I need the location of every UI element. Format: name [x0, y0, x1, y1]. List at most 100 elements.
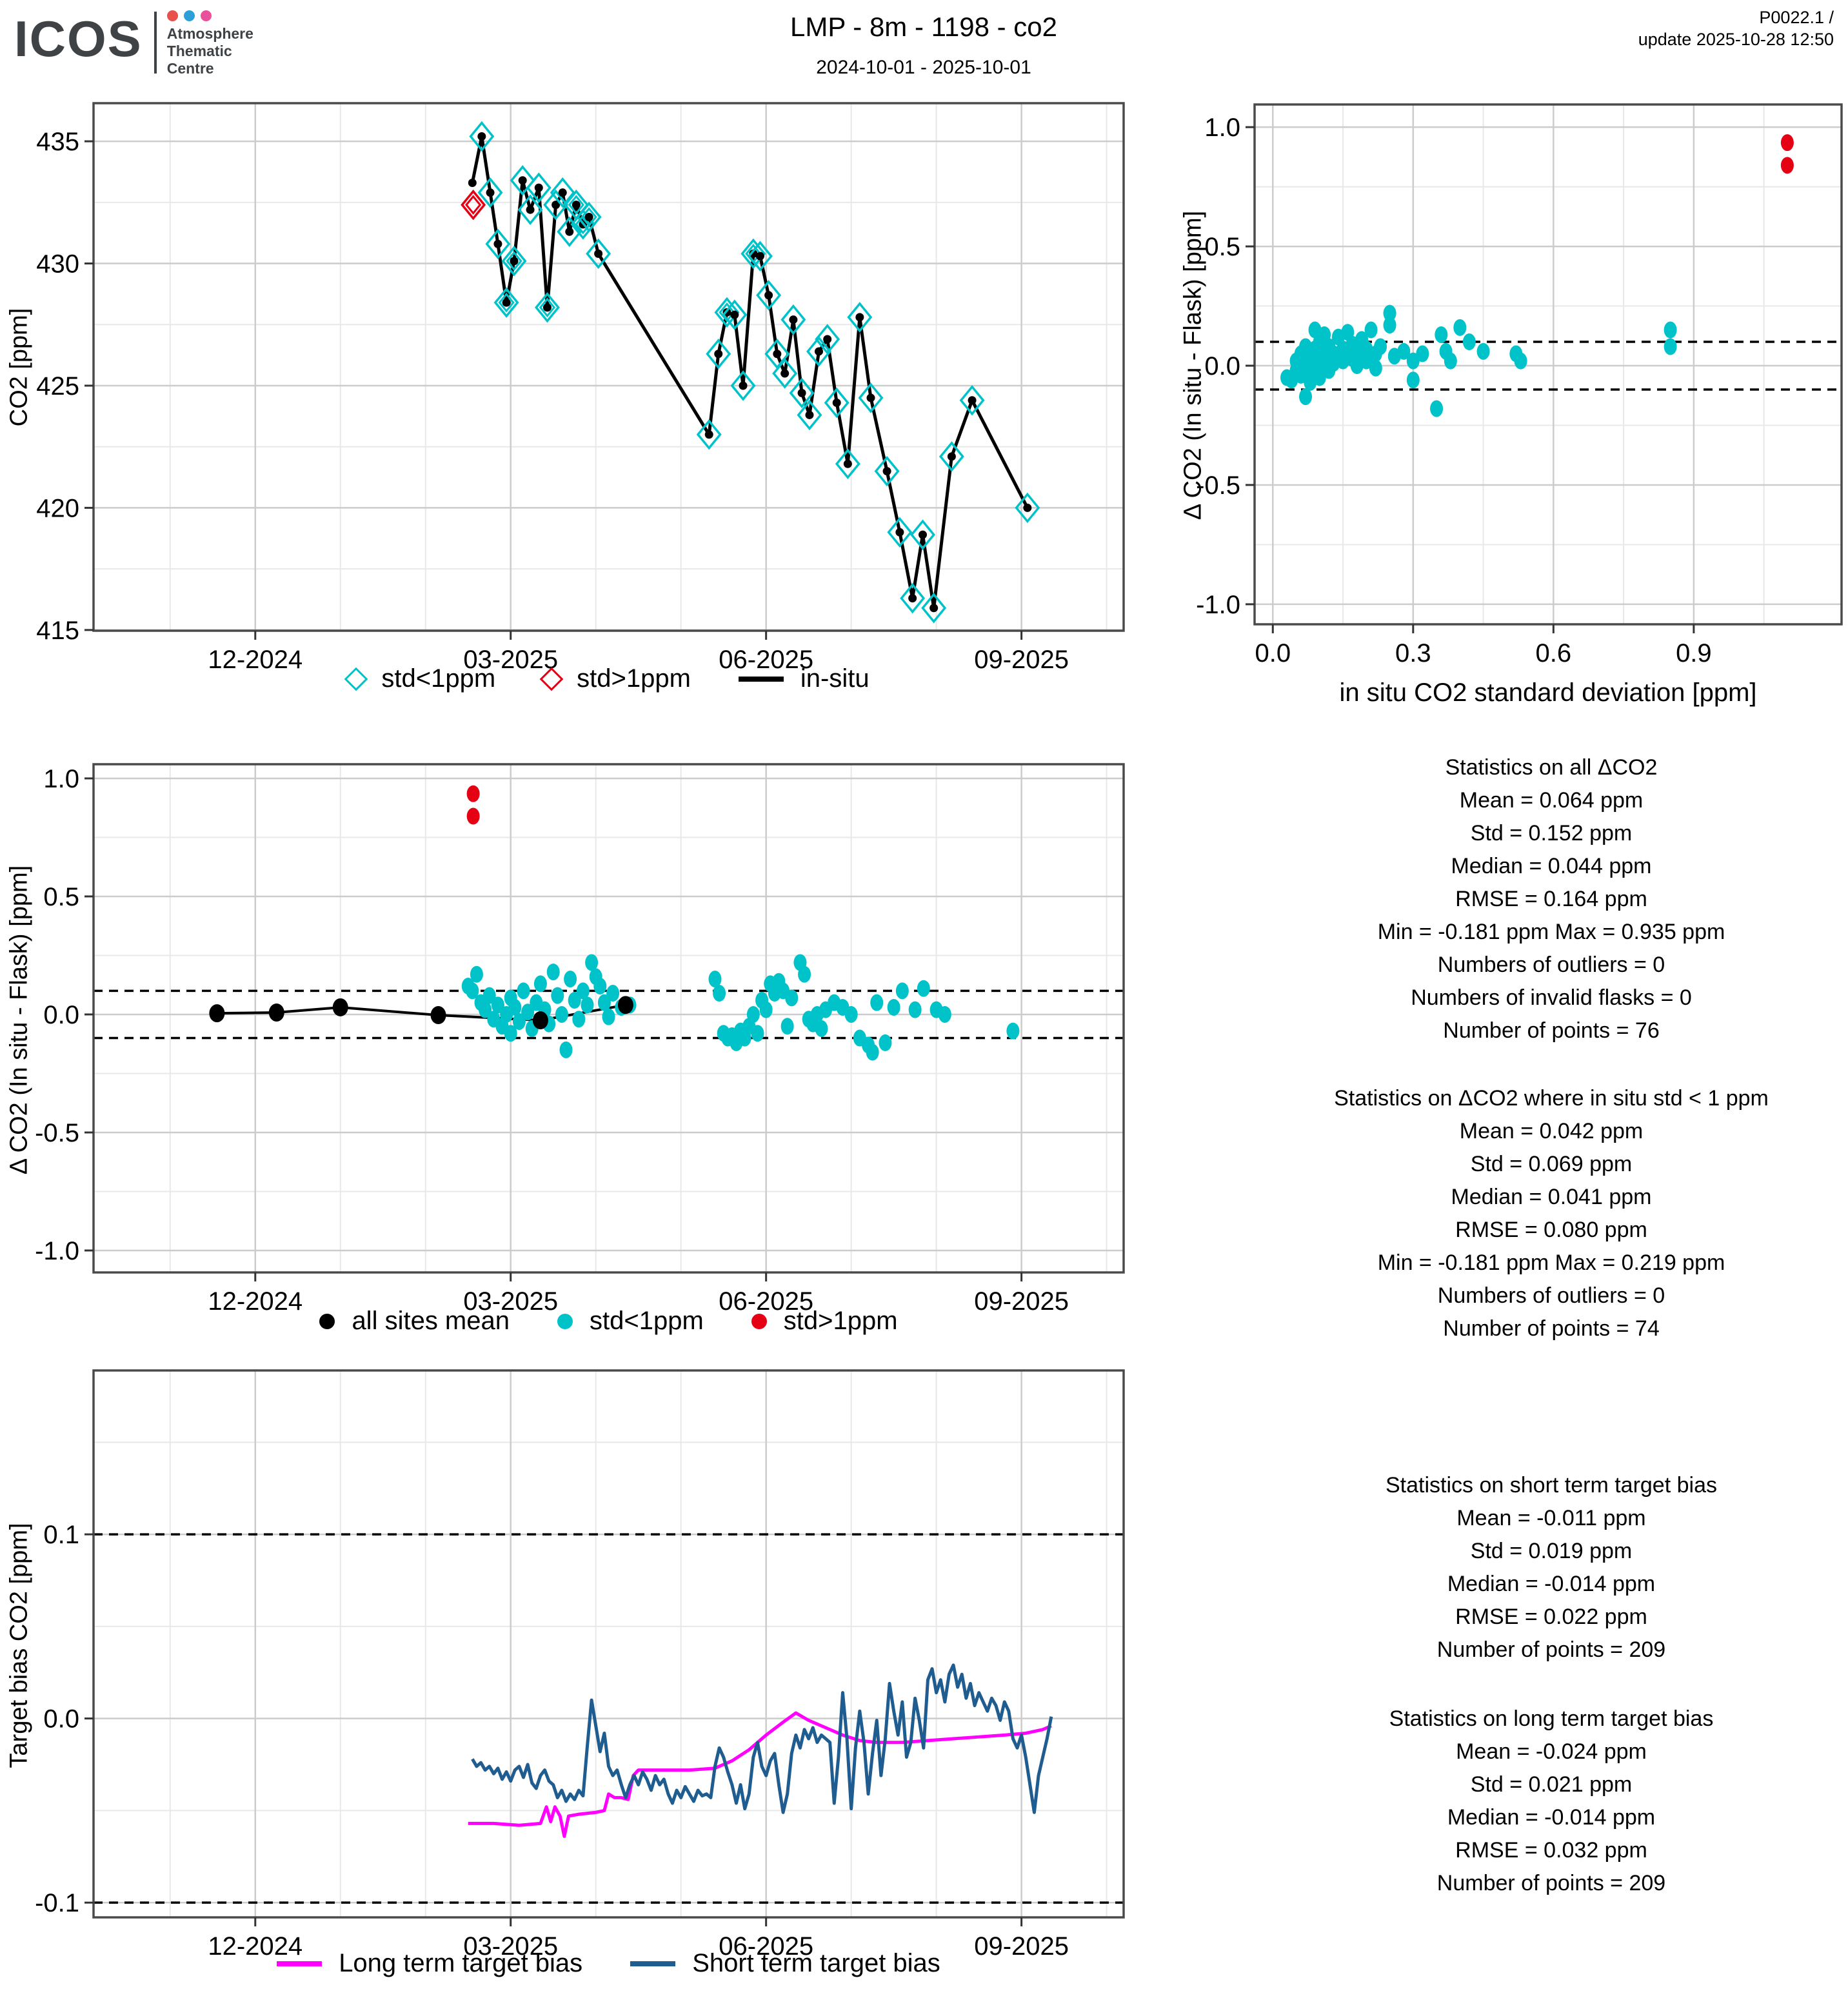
- legend-item-std-lt-1ppm: std<1ppm: [344, 664, 496, 693]
- svg-text:0.3: 0.3: [1395, 639, 1431, 667]
- cyan-point: [597, 994, 611, 1011]
- cyan-point: [746, 1005, 760, 1023]
- svg-text:0.0: 0.0: [43, 1705, 79, 1734]
- stats-line: Mean = -0.011 ppm: [1456, 1506, 1646, 1530]
- cyan-point: [517, 982, 530, 1000]
- stats-line: Std = 0.019 ppm: [1470, 1539, 1633, 1563]
- stats-line: Number of points = 74: [1443, 1316, 1660, 1341]
- x-axis-title-std: in situ CO2 standard deviation [ppm]: [1339, 678, 1757, 707]
- y-axis-title-target-bias: Target bias CO2 [ppm]: [5, 1523, 33, 1768]
- svg-text:425: 425: [36, 372, 79, 400]
- blue-line-icon: [630, 1961, 676, 1966]
- svg-text:03-2025: 03-2025: [463, 1287, 558, 1316]
- cyan-point: [1406, 371, 1420, 389]
- stats-line: Std = 0.152 ppm: [1470, 821, 1633, 845]
- cyan-point: [1383, 304, 1396, 322]
- cyan-point: [555, 1005, 568, 1023]
- cyan-point: [1664, 338, 1677, 355]
- cyan-point: [479, 1001, 492, 1018]
- cyan-point: [572, 1011, 586, 1028]
- icos-logo-text: ICOS: [14, 10, 143, 67]
- cyan-point: [844, 1005, 858, 1023]
- cyan-point: [1369, 359, 1382, 377]
- stats-line: Number of points = 76: [1443, 1018, 1660, 1043]
- cyan-point: [466, 982, 479, 1000]
- svg-text:0.6: 0.6: [1536, 639, 1572, 667]
- cyan-point: [564, 971, 577, 988]
- cyan-point: [559, 1041, 573, 1058]
- magenta-line-icon: [277, 1961, 323, 1966]
- cyan-point: [870, 994, 884, 1011]
- cyan-point: [1397, 342, 1411, 360]
- svg-text:-0.1: -0.1: [35, 1889, 79, 1917]
- long_term-line: [468, 1711, 1052, 1838]
- stats-line: Min = -0.181 ppm Max = 0.219 ppm: [1377, 1251, 1725, 1275]
- mean-point: [268, 1004, 284, 1022]
- stats-line: Number of points = 209: [1436, 1871, 1666, 1895]
- mean-point: [209, 1004, 225, 1023]
- stats-short-term-target-bias: Statistics on short term target bias Mea…: [1258, 1469, 1845, 1666]
- cyan-point: [593, 978, 607, 995]
- cyan-point: [1453, 319, 1467, 336]
- version-info: P0022.1 / update 2025-10-28 12:50: [1638, 6, 1834, 50]
- legend-label: Short term target bias: [692, 1949, 940, 1977]
- stats-delta-co2-std-lt-1ppm: Statistics on ΔCO2 where in situ std < 1…: [1258, 1082, 1845, 1345]
- red-point: [466, 785, 480, 802]
- cyan-point: [1374, 338, 1387, 355]
- stats-line: Median = -0.014 ppm: [1447, 1572, 1656, 1596]
- cyan-point: [508, 998, 522, 1016]
- red-point: [1780, 134, 1794, 152]
- svg-text:0.9: 0.9: [1676, 639, 1712, 667]
- mean-point: [430, 1006, 446, 1025]
- legend-label: std>1ppm: [783, 1307, 898, 1335]
- black-line-icon: [738, 676, 784, 682]
- stats-line: Mean = 0.042 ppm: [1459, 1119, 1644, 1143]
- version-update: update 2025-10-28 12:50: [1638, 30, 1834, 49]
- stats-title: Statistics on ΔCO2 where in situ std < 1…: [1334, 1086, 1769, 1111]
- chart-delta_vs_std: 0.0 0.3 0.6 0.9 -1.0 -0.5 0.0 0.5 1.0: [1196, 103, 1843, 667]
- svg-text:1.0: 1.0: [1204, 114, 1240, 142]
- legend-label: Long term target bias: [339, 1949, 583, 1977]
- cyan-point: [1476, 342, 1490, 360]
- cyan-dot-icon: [557, 1313, 573, 1329]
- legend-label: in-situ: [800, 664, 869, 693]
- cyan-point: [1444, 352, 1457, 370]
- cyan-point: [938, 1005, 951, 1023]
- version-id: P0022.1 /: [1759, 8, 1834, 27]
- legend-item-std-gt-1ppm-dots: std>1ppm: [751, 1307, 898, 1336]
- svg-text:06-2025: 06-2025: [719, 1287, 813, 1316]
- cyan-point: [1435, 326, 1448, 343]
- legend-item-long-term-bias: Long term target bias: [277, 1949, 582, 1978]
- svg-text:0.5: 0.5: [43, 883, 79, 911]
- stats-title: Statistics on long term target bias: [1389, 1706, 1714, 1731]
- y-axis-title-delta-scatter: Δ CO2 (In situ - Flask) [ppm]: [1179, 210, 1207, 520]
- cyan-point: [482, 987, 496, 1004]
- chart-co2_timeseries: 12-2024 03-2025 06-2025 09-2025 415 420 425 430…: [36, 102, 1125, 674]
- cyan-point: [713, 985, 726, 1002]
- legend-item-std-lt-1ppm-dots: std<1ppm: [557, 1307, 704, 1336]
- all-sites-mean-line: [217, 1004, 626, 1022]
- logo-dots-icon: [166, 10, 253, 21]
- cyan-point: [1462, 333, 1476, 351]
- cyan-point: [751, 1025, 764, 1042]
- short_term-line: [471, 1663, 1053, 1814]
- cyan-point: [1364, 321, 1378, 339]
- svg-text:09-2025: 09-2025: [974, 646, 1069, 674]
- cyan-point: [1514, 352, 1527, 370]
- legend-label: std<1ppm: [590, 1307, 704, 1335]
- legend-label: std<1ppm: [381, 664, 496, 693]
- cyan-point: [512, 1013, 526, 1030]
- cyan-point: [546, 964, 560, 981]
- svg-text:-1.0: -1.0: [35, 1237, 79, 1265]
- stats-line: Min = -0.181 ppm Max = 0.935 ppm: [1377, 920, 1725, 944]
- stats-line: Numbers of outliers = 0: [1437, 953, 1665, 977]
- stats-line: Median = 0.041 ppm: [1451, 1185, 1652, 1209]
- y-axis-title-co2: CO2 [ppm]: [5, 308, 33, 427]
- stats-line: RMSE = 0.022 ppm: [1455, 1605, 1647, 1629]
- legend-item-std-gt-1ppm: std>1ppm: [539, 664, 691, 693]
- legend-item-all-sites-mean: all sites mean: [319, 1307, 510, 1336]
- stats-all-delta-co2: Statistics on all ΔCO2 Mean = 0.064 ppm …: [1258, 751, 1845, 1047]
- cyan-point: [1406, 352, 1420, 370]
- stats-line: RMSE = 0.164 ppm: [1455, 887, 1647, 911]
- chart-delta_timeseries: 12-2024 03-2025 06-2025 09-2025 -1.0 -0.5 0.0 0…: [35, 763, 1125, 1316]
